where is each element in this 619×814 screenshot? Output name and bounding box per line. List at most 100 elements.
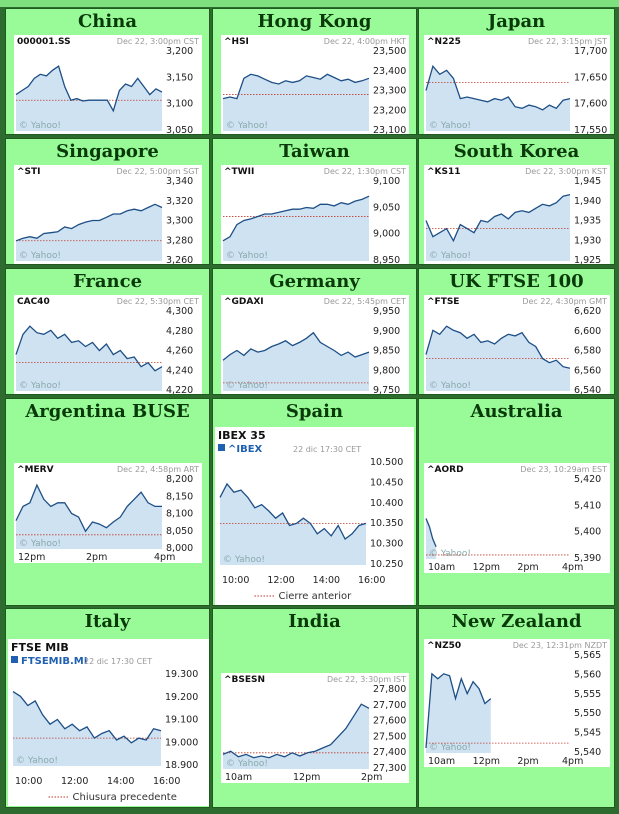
- y-tick-label: 3,260: [166, 255, 193, 265]
- chart-svg: ^STI Dec 22, 5:00pm SGT © Yahoo! 3,340 3,320…: [15, 167, 199, 265]
- y-tick-label: 5,550: [574, 708, 601, 719]
- price-area: [16, 326, 162, 391]
- timestamp: Dec 22, 4:30pm GMT: [522, 297, 607, 306]
- yahoo-watermark: © Yahoo!: [429, 121, 471, 131]
- market-title: Germany: [269, 271, 360, 292]
- chart-card[interactable]: ^STI Dec 22, 5:00pm SGT © Yahoo! 3,340 3,320…: [14, 165, 202, 265]
- yahoo-watermark: © Yahoo!: [19, 381, 61, 391]
- chart-card[interactable]: ^FTSE Dec 22, 4:30pm GMT © Yahoo! 6,620 6,60…: [424, 295, 610, 395]
- price-area: [426, 673, 491, 753]
- timestamp: 22 dic 17:30 CET: [84, 657, 152, 666]
- y-tick-label: 3,200: [166, 46, 193, 57]
- price-line: [425, 672, 492, 749]
- x-tick-label: 10am: [225, 134, 252, 135]
- market-panel-hongkong: Hong Kong ^HSI Dec 22, 4:00pm HKT © Yahoo! 2…: [212, 8, 417, 135]
- y-tick-label: 5,540: [574, 747, 601, 758]
- y-tick-label: 3,340: [166, 176, 193, 187]
- top-strip: [0, 0, 619, 7]
- y-tick-label: 10.400: [370, 498, 403, 509]
- chart-card[interactable]: FTSE MIB FTSEMIB.MI 22 dic 17:30 CET © Yaho…: [8, 639, 209, 806]
- x-tick-label: 4pm: [154, 264, 175, 265]
- x-tick-label: 2pm: [86, 552, 107, 563]
- x-tick-label: 10am: [428, 134, 455, 135]
- timestamp: Dec 22, 3:30pm IST: [327, 675, 406, 684]
- market-panel-germany: Germany ^GDAXI Dec 22, 5:45pm CET © Yahoo! 9…: [212, 268, 417, 395]
- timestamp: Dec 22, 5:00pm SGT: [116, 167, 199, 176]
- timestamp: Dec 22, 3:00pm KST: [525, 167, 607, 176]
- y-tick-label: 27,600: [373, 716, 406, 727]
- y-tick-label: 18.900: [165, 760, 198, 771]
- price-area: [223, 74, 369, 131]
- market-title: New Zealand: [451, 611, 582, 632]
- x-tick-label: 12:00: [61, 776, 88, 787]
- price-area: [426, 194, 570, 261]
- market-title: South Korea: [453, 141, 580, 162]
- x-tick-label: 12pm: [495, 134, 522, 135]
- chart-svg: CAC40 Dec 22, 5:30pm CET © Yahoo! 4,300 4,28…: [15, 297, 199, 395]
- chart-card[interactable]: ^TWII Dec 22, 1:30pm CST © Yahoo! 9,100 9,05…: [221, 165, 409, 264]
- chart-card[interactable]: ^AORD Dec 23, 10:29am EST © Yahoo! 5,420 5,4…: [424, 463, 610, 573]
- x-tick-label: 12pm: [473, 394, 500, 395]
- price-area: [220, 483, 366, 565]
- chart-card[interactable]: IBEX 35 ^IBEX 22 dic 17:30 CET © Yahoo! 10.5…: [215, 427, 414, 605]
- x-tick-label: 12pm: [495, 264, 522, 265]
- x-tick-label: 2pm: [517, 756, 538, 767]
- y-tick-label: 17,650: [574, 72, 607, 83]
- y-tick-label: 23,200: [373, 105, 406, 116]
- price-line: [15, 65, 163, 113]
- price-area: [223, 332, 369, 391]
- chart-svg: ^FTSE Dec 22, 4:30pm GMT © Yahoo! 6,620 6,60…: [425, 297, 607, 395]
- price-area: [16, 485, 162, 549]
- chart-card[interactable]: ^KS11 Dec 22, 3:00pm KST © Yahoo! 1,945 1,94…: [424, 165, 610, 265]
- yahoo-watermark: © Yahoo!: [19, 539, 61, 549]
- price-area: [426, 518, 437, 559]
- y-tick-label: 1,940: [574, 196, 601, 207]
- timestamp: Dec 22, 4:00pm HKT: [324, 37, 406, 46]
- chart-card[interactable]: ^NZ50 Dec 23, 12:31pm NZDT © Yahoo! 5,565 5,…: [424, 639, 610, 767]
- market-panel-argentina: Argentina BUSE ^MERV Dec 22, 4:58pm ART © Y…: [5, 398, 210, 606]
- y-tick-label: 8,000: [166, 543, 193, 554]
- y-tick-label: 27,400: [373, 747, 406, 758]
- yahoo-watermark: © Yahoo!: [429, 549, 471, 559]
- yahoo-watermark: © Yahoo!: [429, 381, 471, 391]
- market-panel-newzealand: New Zealand ^NZ50 Dec 23, 12:31pm NZDT © Ya…: [418, 608, 615, 808]
- x-tick-label: 4pm: [562, 562, 583, 573]
- chart-card[interactable]: 000001.SS Dec 22, 3:00pm CST © Yahoo! 3,200…: [14, 35, 202, 134]
- y-tick-label: 10.300: [370, 539, 403, 550]
- symbol-label: ^MERV: [17, 465, 54, 475]
- chart-card[interactable]: ^HSI Dec 22, 4:00pm HKT © Yahoo! 23,500 23,4…: [221, 35, 409, 135]
- symbol-label: ^KS11: [427, 167, 461, 177]
- chart-card[interactable]: ^N225 Dec 22, 3:15pm JST © Yahoo! 17,700 17,…: [424, 35, 610, 135]
- x-tick-label: 12pm: [63, 264, 90, 265]
- chart-svg: ^AORD Dec 23, 10:29am EST © Yahoo! 5,420 5,4…: [425, 465, 607, 573]
- y-tick-label: 3,300: [166, 216, 193, 227]
- chart-svg: ^BSESN Dec 22, 3:30pm IST © Yahoo! 27,800 27…: [222, 675, 406, 783]
- market-title: UK FTSE 100: [449, 271, 584, 292]
- yahoo-watermark: © Yahoo!: [19, 121, 61, 131]
- market-panel-china: China 000001.SS Dec 22, 3:00pm CST © Yahoo!…: [5, 8, 210, 135]
- chart-card[interactable]: CAC40 Dec 22, 5:30pm CET © Yahoo! 4,300 4,28…: [14, 295, 202, 395]
- chart-svg: IBEX 35 ^IBEX 22 dic 17:30 CET © Yahoo! 10.5…: [218, 429, 403, 602]
- price-line: [425, 64, 571, 111]
- y-tick-label: 9,000: [373, 229, 400, 240]
- y-tick-label: 4,300: [166, 306, 193, 317]
- y-tick-label: 27,700: [373, 700, 406, 711]
- y-tick-label: 9,850: [373, 346, 400, 357]
- market-title: Argentina BUSE: [25, 401, 190, 422]
- x-tick-label: 12pm: [63, 394, 90, 395]
- chart-card[interactable]: ^GDAXI Dec 22, 5:45pm CET © Yahoo! 9,950 9,9…: [221, 295, 409, 394]
- market-panel-taiwan: Taiwan ^TWII Dec 22, 1:30pm CST © Yahoo! 9,1…: [212, 138, 417, 265]
- chart-card[interactable]: ^BSESN Dec 22, 3:30pm IST © Yahoo! 27,800 27…: [221, 673, 409, 783]
- timestamp: 22 dic 17:30 CET: [293, 445, 361, 454]
- y-tick-label: 8,150: [166, 491, 193, 502]
- price-line: [425, 193, 571, 243]
- symbol-label: ^TWII: [224, 167, 254, 177]
- chart-svg: ^MERV Dec 22, 4:58pm ART © Yahoo! 8,200 8,15…: [15, 465, 199, 563]
- chart-card[interactable]: ^MERV Dec 22, 4:58pm ART © Yahoo! 8,200 8,15…: [14, 463, 202, 563]
- x-tick-label: 10am: [18, 394, 45, 395]
- y-tick-label: 9,900: [373, 326, 400, 337]
- x-tick-label: 12pm: [293, 772, 320, 783]
- y-tick-label: 5,565: [574, 650, 601, 661]
- y-tick-label: 6,600: [574, 326, 601, 337]
- market-panel-japan: Japan ^N225 Dec 22, 3:15pm JST © Yahoo! 17,7…: [418, 8, 615, 135]
